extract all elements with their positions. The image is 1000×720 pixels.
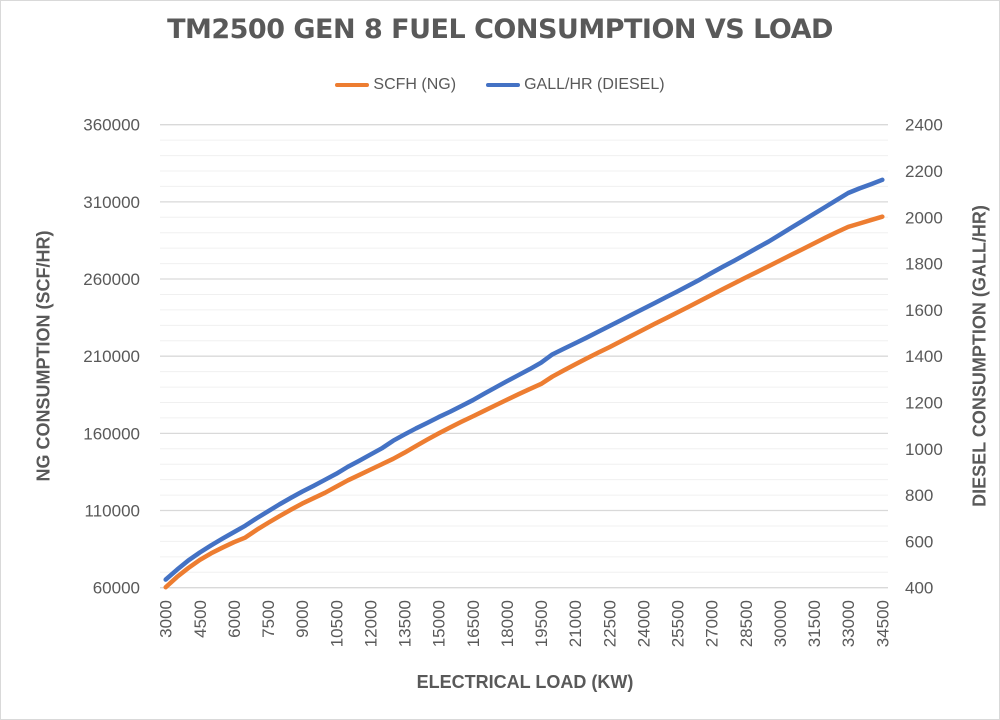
y-tick-label: 260000 [83, 270, 140, 289]
x-tick-label: 30000 [771, 600, 790, 647]
x-tick-label: 22500 [600, 600, 619, 647]
legend-swatch-ng [335, 83, 370, 87]
x-tick-label: 15000 [430, 600, 449, 647]
x-tick-label: 25500 [669, 600, 688, 647]
x-tick-label: 21000 [566, 600, 585, 647]
x-tick-label: 12000 [361, 600, 380, 647]
y2-tick-label: 1800 [905, 255, 943, 274]
legend-item-ng[interactable]: SCFH (NG) [335, 76, 456, 94]
x-tick-label: 28500 [737, 600, 756, 647]
y-axis-right-ticks: 400 600 800 1000 1200 1400 1600 1800 2000 2200 240… [905, 116, 943, 598]
y2-tick-label: 1200 [905, 394, 943, 413]
legend-label-ng: SCFH (NG) [373, 76, 457, 93]
y-tick-label: 110000 [85, 502, 140, 521]
series-line-diesel[interactable] [163, 177, 885, 582]
x-tick-label: 4500 [191, 600, 210, 638]
y2-tick-label: 800 [905, 486, 933, 505]
series-line-ng[interactable] [163, 214, 885, 590]
legend-item-diesel[interactable]: GALL/HR (DIESEL) [486, 76, 665, 94]
y-axis-left-ticks: 60000 110000 160000 210000 260000 310000 36000… [83, 116, 140, 598]
x-axis-ticks: 3000 4500 6000 7500 9000 10500 12000 13500 15000… [157, 600, 893, 647]
y2-tick-label: 1400 [905, 347, 943, 366]
x-tick-label: 7500 [259, 600, 278, 638]
x-tick-label: 34500 [873, 600, 892, 647]
y2-tick-label: 2400 [905, 116, 943, 135]
x-tick-label: 27000 [703, 600, 722, 647]
x-tick-label: 13500 [396, 600, 415, 647]
x-tick-label: 19500 [532, 600, 551, 647]
y-tick-label: 60000 [93, 579, 140, 598]
x-tick-label: 33000 [839, 600, 858, 647]
y-tick-label: 310000 [83, 193, 140, 212]
legend-swatch-diesel [486, 83, 521, 87]
y-tick-label: 160000 [83, 424, 140, 443]
y2-tick-label: 1000 [905, 440, 943, 459]
y-tick-label: 210000 [83, 347, 140, 366]
x-axis-title: ELECTRICAL LOAD (KW) [416, 672, 634, 692]
legend: SCFH (NG) GALL/HR (DIESEL) [0, 76, 1000, 94]
x-tick-label: 31500 [805, 600, 824, 647]
y-tick-label: 360000 [83, 116, 140, 135]
x-tick-label: 6000 [225, 600, 244, 638]
y2-tick-label: 600 [905, 532, 933, 551]
chart-title: TM2500 GEN 8 FUEL CONSUMPTION VS LOAD [167, 14, 833, 45]
x-tick-label: 3000 [157, 600, 176, 638]
x-tick-label: 24000 [634, 600, 653, 647]
y2-tick-label: 1600 [905, 301, 943, 320]
y2-tick-label: 400 [905, 579, 933, 598]
y2-tick-label: 2200 [905, 162, 943, 181]
y2-tick-label: 2000 [905, 208, 943, 227]
x-tick-label: 18000 [498, 600, 517, 647]
gridlines [160, 124, 888, 589]
legend-label-diesel: GALL/HR (DIESEL) [524, 76, 665, 93]
x-tick-label: 16500 [464, 600, 483, 647]
x-tick-label: 9000 [293, 600, 312, 638]
series-lines [163, 177, 885, 590]
x-tick-label: 10500 [327, 600, 346, 647]
